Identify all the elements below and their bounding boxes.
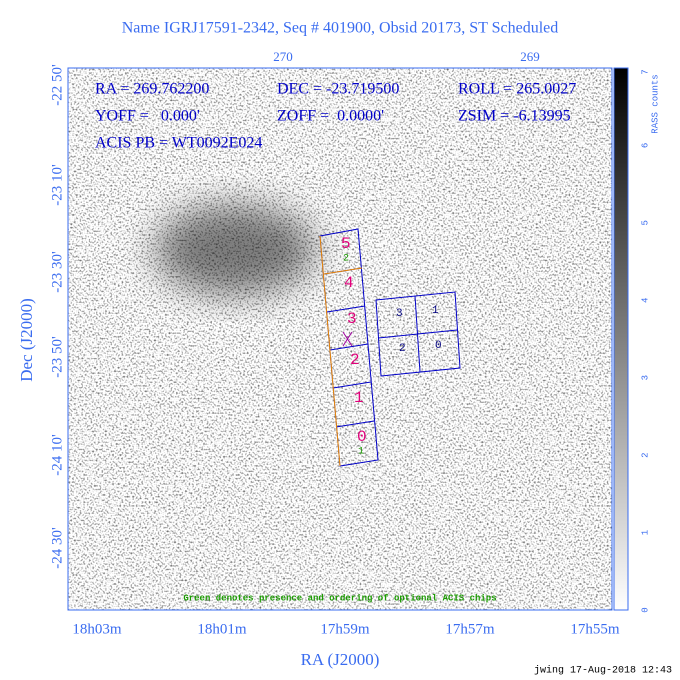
- divider: [332, 381, 372, 389]
- sky-image: [68, 68, 612, 610]
- chip-label: 2: [343, 254, 349, 265]
- left-axis: -22 50' -23 10' -23 30' -23 50' -24 10' …: [49, 64, 65, 569]
- i-outline: [375, 291, 461, 377]
- info-line: ACIS PB = WT0092E024: [95, 135, 262, 152]
- tick-label: -24 10': [49, 434, 65, 476]
- info-line: RA = 269.762200: [95, 81, 209, 98]
- i-chip-labels: 3 1 2 0: [396, 305, 442, 355]
- colorbar-tick-label: 2: [640, 452, 650, 457]
- timestamp: jwing 17-Aug-2018 12:43: [534, 665, 672, 677]
- bottom-axis: 18h03m 18h01m 17h59m 17h57m 17h55m: [72, 621, 620, 637]
- colorbar: [613, 67, 629, 611]
- info-line: YOFF = 0.000': [95, 108, 200, 125]
- colorbar-ticks: 0 1 2 3 4 5 6 7: [640, 69, 650, 612]
- info-line: DEC = -23.719500: [277, 81, 399, 98]
- tick-label: -23 30': [49, 251, 65, 293]
- s-chip-labels: 5 4 3 2 1 0: [341, 235, 367, 446]
- colorbar-tick-label: 4: [640, 298, 650, 303]
- acis-i: [375, 291, 461, 377]
- s-orange: [319, 235, 341, 467]
- divider: [326, 305, 366, 313]
- colorbar-tick-label: 5: [640, 220, 650, 225]
- divider: [329, 343, 369, 351]
- y-title: Dec (J2000): [17, 298, 36, 382]
- info-line: ROLL = 265.0027: [458, 81, 576, 98]
- noise: [68, 68, 612, 610]
- chip-label: 2: [399, 343, 406, 355]
- aimpoint: [342, 331, 353, 347]
- tick-label: -24 30': [49, 527, 65, 569]
- chip-label: 3: [396, 308, 403, 320]
- chip-label: 0: [357, 428, 367, 446]
- colorbar-tick-label: 6: [640, 143, 650, 148]
- s-orange: [323, 267, 363, 275]
- info-line: ZOFF = 0.0000': [277, 108, 384, 125]
- tick-label: -23 10': [49, 164, 65, 206]
- chip-label: 4: [344, 274, 354, 292]
- chip-label: 1: [432, 305, 439, 317]
- tick-label: 270: [273, 49, 293, 64]
- chip-label: 5: [341, 235, 351, 253]
- tick-label: 17h57m: [445, 621, 495, 637]
- colorbar-tick-label: 0: [640, 607, 650, 612]
- pointing-info: RA = 269.762200 DEC = -23.719500 ROLL = …: [95, 81, 576, 152]
- colorbar-tick-label: 7: [640, 69, 650, 74]
- plot-frame: [67, 67, 613, 611]
- tick-label: 18h01m: [197, 621, 247, 637]
- divider: [335, 420, 375, 428]
- chip-label: 3: [347, 310, 357, 328]
- tick-label: 17h55m: [570, 621, 620, 637]
- colorbar-label: RASS counts: [650, 74, 660, 133]
- title: Name IGRJ17591-2342, Seq # 401900, Obsid…: [122, 20, 559, 37]
- tick-label: 18h03m: [72, 621, 122, 637]
- colorbar-tick-label: 1: [640, 530, 650, 535]
- colorbar-tick-label: 3: [640, 375, 650, 380]
- tick-label: 17h59m: [320, 621, 370, 637]
- divider: [377, 329, 458, 339]
- chip-label: 2: [350, 351, 360, 369]
- tick-label: -23 50': [49, 336, 65, 378]
- tick-label: -22 50': [49, 64, 65, 106]
- optional-chip-labels: 2 1: [343, 254, 364, 458]
- acis-s: [319, 228, 379, 467]
- chip-label: 1: [354, 389, 364, 407]
- top-axis: 270 269: [273, 49, 540, 64]
- chip-label: 1: [358, 447, 364, 458]
- info-line: ZSIM = -6.13995: [458, 108, 571, 125]
- chip-label: 0: [435, 340, 442, 352]
- x-title: RA (J2000): [301, 650, 380, 669]
- tick-label: 269: [520, 49, 540, 64]
- note: Green denotes presence and ordering of o…: [183, 593, 496, 603]
